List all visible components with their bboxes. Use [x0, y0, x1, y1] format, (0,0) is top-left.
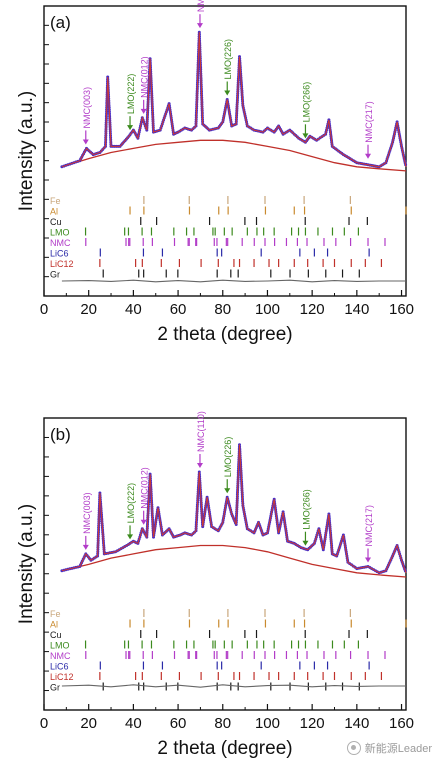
- difference-curve: [61, 684, 406, 688]
- calculated-line: [61, 444, 407, 574]
- x-tick-label: 20: [80, 715, 97, 732]
- plot-frame: [43, 5, 407, 297]
- peak-arrowhead: [82, 544, 89, 550]
- peak-label: NMC(003): [82, 492, 92, 534]
- x-tick-label: 60: [170, 301, 187, 318]
- phase-label: NMC: [50, 238, 71, 248]
- peak-arrowhead: [365, 557, 372, 563]
- peak-arrowhead: [302, 540, 309, 546]
- peak-arrowhead: [127, 125, 134, 131]
- phase-label: Gr: [50, 270, 60, 280]
- y-axis-label: Intensity (a.u.): [16, 91, 37, 211]
- peak-arrowhead: [196, 463, 203, 468]
- peak-label: LMO(266): [301, 489, 311, 530]
- background-curve: [61, 139, 407, 172]
- phase-label: LMO: [50, 228, 70, 238]
- watermark-text: 新能源Leader: [364, 743, 432, 755]
- peak-arrowhead: [302, 133, 309, 139]
- phase-label: Al: [50, 620, 58, 630]
- y-axis-label: Intensity (a.u.): [16, 504, 37, 624]
- peak-label: NMC(217): [364, 505, 374, 547]
- peak-label: LMO(226): [223, 437, 233, 478]
- phase-label: Cu: [50, 217, 62, 227]
- phase-label: Al: [50, 207, 58, 217]
- peak-label: NMC(003): [82, 87, 92, 129]
- peak-label: NMC(110): [196, 411, 206, 452]
- phase-label: Gr: [50, 683, 60, 693]
- x-tick-label: 0: [40, 301, 48, 318]
- peak-label: LMO(266): [301, 82, 311, 123]
- peak-label: NMC(217): [364, 101, 374, 143]
- x-tick-label: 60: [170, 715, 187, 732]
- peak-arrowhead: [127, 534, 134, 540]
- phase-label: NMC: [50, 651, 71, 661]
- x-tick-label: 0: [40, 715, 48, 732]
- phase-label: Fe: [50, 196, 61, 206]
- x-tick-label: 40: [125, 301, 142, 318]
- x-tick-label: 160: [389, 715, 414, 732]
- phase-label: LMO: [50, 641, 70, 651]
- peak-label: NMC(012): [140, 56, 150, 98]
- phase-label: LiC6: [50, 662, 69, 672]
- panel-label: (b): [50, 425, 71, 444]
- peak-arrowhead: [365, 153, 372, 159]
- observed-series: [60, 30, 408, 169]
- phase-label: Cu: [50, 630, 62, 640]
- peak-arrowhead: [82, 139, 89, 145]
- panel-label: (a): [50, 13, 71, 32]
- peak-label: NMC(012): [140, 467, 150, 509]
- x-tick-label: 120: [300, 301, 325, 318]
- peak-arrowhead: [140, 519, 147, 525]
- x-tick-label: 160: [389, 301, 414, 318]
- watermark: 新能源Leader: [346, 740, 432, 756]
- panel-a: (a) 0 20 40 60 80 100 120 140 160 2 theta (degree)…: [16, 0, 414, 345]
- x-tick-label: 80: [214, 715, 231, 732]
- observed-series: [60, 443, 407, 575]
- phase-label: LiC6: [50, 249, 69, 259]
- calculated-line: [61, 32, 407, 168]
- peak-arrowhead: [224, 488, 231, 494]
- x-tick-label: 40: [125, 715, 142, 732]
- x-tick-label: 20: [80, 301, 97, 318]
- peak-arrowhead: [196, 23, 203, 29]
- difference-curve: [61, 279, 406, 283]
- peak-label: NMC(110): [196, 0, 206, 12]
- peak-arrowhead: [224, 90, 231, 96]
- phase-label: LiC12: [50, 672, 74, 682]
- peak-label: LMO(226): [223, 39, 233, 80]
- x-tick-label: 140: [344, 301, 369, 318]
- plot-frame: [43, 417, 407, 711]
- background-curve: [61, 544, 407, 578]
- x-tick-label: 140: [344, 715, 369, 732]
- phase-label: Fe: [50, 609, 61, 619]
- x-axis-label: 2 theta (degree): [157, 324, 292, 345]
- peak-label: LMO(222): [126, 483, 136, 524]
- phase-label: LiC12: [50, 259, 74, 269]
- x-tick-label: 80: [214, 301, 231, 318]
- x-tick-label: 120: [300, 715, 325, 732]
- peak-label: LMO(222): [126, 74, 136, 115]
- panel-b: (b) 0 20 40 60 80 100 120 140 160 2 theta (degree)…: [16, 411, 414, 759]
- x-axis-label: 2 theta (degree): [157, 738, 292, 759]
- x-tick-label: 100: [255, 715, 280, 732]
- wechat-logo-icon: [346, 741, 361, 755]
- peak-arrowhead: [140, 108, 147, 114]
- x-tick-label: 100: [255, 301, 280, 318]
